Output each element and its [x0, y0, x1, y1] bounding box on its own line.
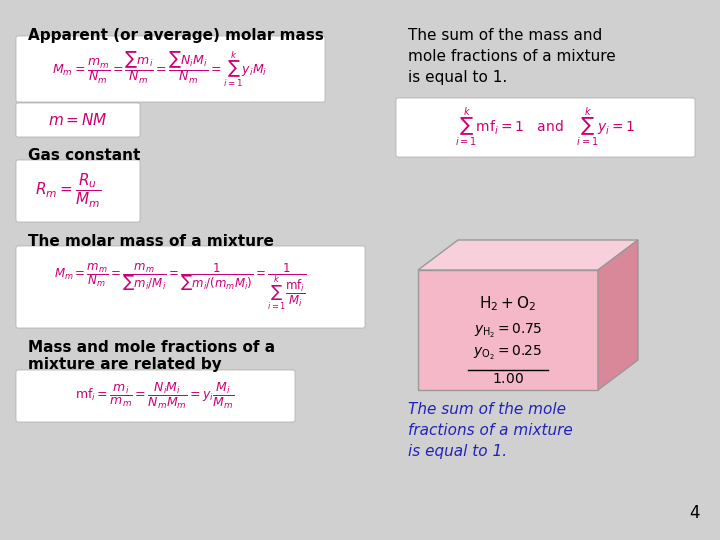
Text: Apparent (or average) molar mass: Apparent (or average) molar mass	[28, 28, 324, 43]
Text: Gas constant: Gas constant	[28, 148, 140, 163]
FancyBboxPatch shape	[16, 36, 325, 102]
Text: $R_m = \dfrac{R_u}{M_m}$: $R_m = \dfrac{R_u}{M_m}$	[35, 172, 101, 210]
Text: $\mathrm{H}_2 + \mathrm{O}_2$: $\mathrm{H}_2 + \mathrm{O}_2$	[480, 294, 536, 313]
Text: $\mathrm{mf}_i = \dfrac{m_i}{m_m} = \dfrac{N_i M_i}{N_m M_m} = y_i \dfrac{M_i}{M: $\mathrm{mf}_i = \dfrac{m_i}{m_m} = \dfr…	[76, 381, 235, 411]
Polygon shape	[418, 270, 598, 390]
FancyBboxPatch shape	[16, 370, 295, 422]
Text: The sum of the mole
fractions of a mixture
is equal to 1.: The sum of the mole fractions of a mixtu…	[408, 402, 572, 459]
FancyBboxPatch shape	[16, 160, 140, 222]
FancyBboxPatch shape	[16, 103, 140, 137]
Text: $y_{\mathrm{O}_2} = 0.25$: $y_{\mathrm{O}_2} = 0.25$	[473, 344, 543, 362]
Text: Mass and mole fractions of a
mixture are related by: Mass and mole fractions of a mixture are…	[28, 340, 275, 373]
Text: 4: 4	[690, 504, 700, 522]
Text: The molar mass of a mixture: The molar mass of a mixture	[28, 234, 274, 249]
Text: $M_m = \dfrac{m_m}{N_m} = \dfrac{m_m}{\sum m_i/M_i} = \dfrac{1}{\sum m_i/(m_m M_: $M_m = \dfrac{m_m}{N_m} = \dfrac{m_m}{\s…	[53, 262, 307, 312]
Text: $\sum_{i=1}^{k} \mathrm{mf}_i = 1 \quad \mathrm{and} \quad \sum_{i=1}^{k} y_i = : $\sum_{i=1}^{k} \mathrm{mf}_i = 1 \quad …	[455, 105, 635, 148]
FancyBboxPatch shape	[16, 246, 365, 328]
Text: The sum of the mass and
mole fractions of a mixture
is equal to 1.: The sum of the mass and mole fractions o…	[408, 28, 616, 85]
Polygon shape	[418, 240, 638, 270]
FancyBboxPatch shape	[396, 98, 695, 157]
Text: $y_{\mathrm{H}_2} = 0.75$: $y_{\mathrm{H}_2} = 0.75$	[474, 322, 542, 340]
Text: $M_m = \dfrac{m_m}{N_m} = \dfrac{\sum m_i}{N_m} = \dfrac{\sum N_i M_i}{N_m} = \s: $M_m = \dfrac{m_m}{N_m} = \dfrac{\sum m_…	[53, 49, 268, 89]
Text: $1.00$: $1.00$	[492, 372, 524, 386]
Polygon shape	[598, 240, 638, 390]
Text: $m = NM$: $m = NM$	[48, 112, 108, 128]
